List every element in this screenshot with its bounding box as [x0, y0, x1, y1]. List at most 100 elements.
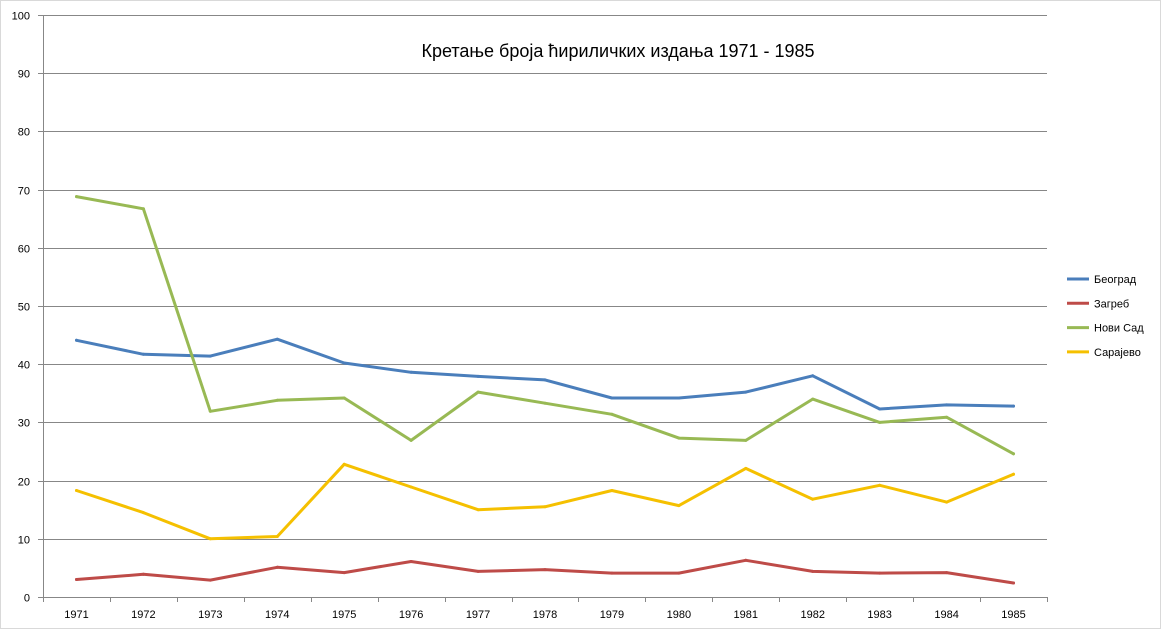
x-tick-label: 1977 — [466, 609, 490, 621]
series-line-0 — [75, 337, 1015, 411]
y-tick-label: 100 — [12, 11, 30, 23]
data-point — [141, 207, 145, 211]
data-point — [610, 412, 614, 416]
data-point — [543, 378, 547, 382]
y-tick-label: 90 — [18, 69, 30, 81]
data-point — [342, 361, 346, 365]
data-point — [677, 504, 681, 508]
data-point — [1012, 472, 1015, 476]
data-point — [677, 396, 681, 400]
series-lines — [75, 195, 1015, 585]
data-point — [744, 466, 748, 470]
legend-label: Београд — [1094, 274, 1137, 286]
axes: 0 10 20 30 40 50 60 70 80 90 100 1971 1972 1973 1974 19… — [12, 11, 1048, 621]
x-tick-label: 1976 — [399, 609, 423, 621]
series-line-3 — [75, 462, 1015, 541]
data-point — [878, 420, 882, 424]
legend-label: Нови Сад — [1094, 323, 1144, 335]
data-point — [75, 195, 78, 199]
data-point — [878, 571, 882, 575]
data-point — [610, 489, 614, 492]
x-tick-label: 1971 — [64, 609, 88, 621]
data-point — [75, 578, 78, 581]
series-line-2 — [75, 195, 1015, 456]
data-point — [677, 436, 681, 440]
x-tick-label: 1983 — [867, 609, 891, 621]
data-point — [275, 565, 279, 569]
x-tick-label: 1972 — [131, 609, 155, 621]
data-point — [1012, 581, 1015, 585]
y-tick-label: 0 — [24, 593, 30, 605]
data-point — [476, 390, 480, 394]
data-point — [208, 537, 212, 541]
data-point — [878, 407, 882, 411]
y-tick-label: 50 — [18, 302, 30, 314]
x-tick-label: 1980 — [667, 609, 691, 621]
y-tick-label: 20 — [18, 477, 30, 489]
x-tick-label: 1978 — [533, 609, 557, 621]
data-point — [811, 397, 815, 401]
data-point — [945, 500, 949, 504]
data-point — [409, 560, 413, 563]
data-point — [141, 352, 145, 356]
data-point — [543, 401, 547, 405]
x-tick-label: 1974 — [265, 609, 289, 621]
data-point — [208, 354, 212, 358]
data-point — [208, 409, 212, 413]
y-tick-label: 40 — [18, 360, 30, 372]
data-point — [811, 374, 815, 378]
data-point — [275, 398, 279, 402]
data-point — [744, 390, 748, 394]
x-tick-label: 1973 — [198, 609, 222, 621]
series-line-1 — [75, 558, 1015, 585]
y-tick-label: 60 — [18, 244, 30, 256]
data-point — [878, 483, 882, 487]
x-tick-label: 1981 — [734, 609, 758, 621]
data-point — [75, 338, 78, 342]
data-point — [1012, 404, 1015, 408]
data-point — [275, 535, 279, 538]
data-point — [543, 505, 547, 509]
data-point — [811, 569, 815, 573]
gridlines — [43, 15, 1047, 540]
y-tick-label: 70 — [18, 186, 30, 198]
data-point — [409, 370, 413, 374]
data-point — [342, 571, 346, 575]
data-point — [744, 558, 748, 562]
data-point — [610, 571, 614, 575]
data-point — [342, 462, 346, 466]
data-point — [275, 337, 279, 341]
data-point — [945, 571, 949, 575]
data-point — [75, 489, 78, 492]
data-point — [409, 485, 413, 489]
legend-label: Загреб — [1094, 298, 1129, 310]
x-tick-label: 1985 — [1001, 609, 1025, 621]
data-point — [677, 571, 681, 575]
y-tick-label: 10 — [18, 535, 30, 547]
data-point — [476, 374, 480, 378]
data-point — [476, 508, 480, 512]
y-tick-label: 30 — [18, 418, 30, 430]
data-point — [945, 403, 949, 407]
legend: Београд Загреб Нови Сад Сарајево — [1067, 274, 1144, 359]
data-point — [476, 569, 480, 573]
x-tick-label: 1975 — [332, 609, 356, 621]
data-point — [945, 415, 949, 419]
x-tick-label: 1984 — [934, 609, 958, 621]
x-tick-label: 1979 — [600, 609, 624, 621]
data-point — [543, 568, 547, 572]
data-point — [141, 572, 145, 576]
legend-label: Сарајево — [1094, 347, 1141, 359]
data-point — [744, 438, 748, 442]
data-point — [342, 396, 346, 400]
chart-title: Кретање броја ћириличких издања 1971 - 1… — [421, 41, 814, 61]
data-point — [208, 578, 212, 582]
x-tick-label: 1982 — [800, 609, 824, 621]
data-point — [610, 396, 614, 400]
y-tick-label: 80 — [18, 127, 30, 139]
data-point — [141, 511, 145, 515]
data-point — [1012, 452, 1015, 456]
data-point — [811, 497, 815, 501]
